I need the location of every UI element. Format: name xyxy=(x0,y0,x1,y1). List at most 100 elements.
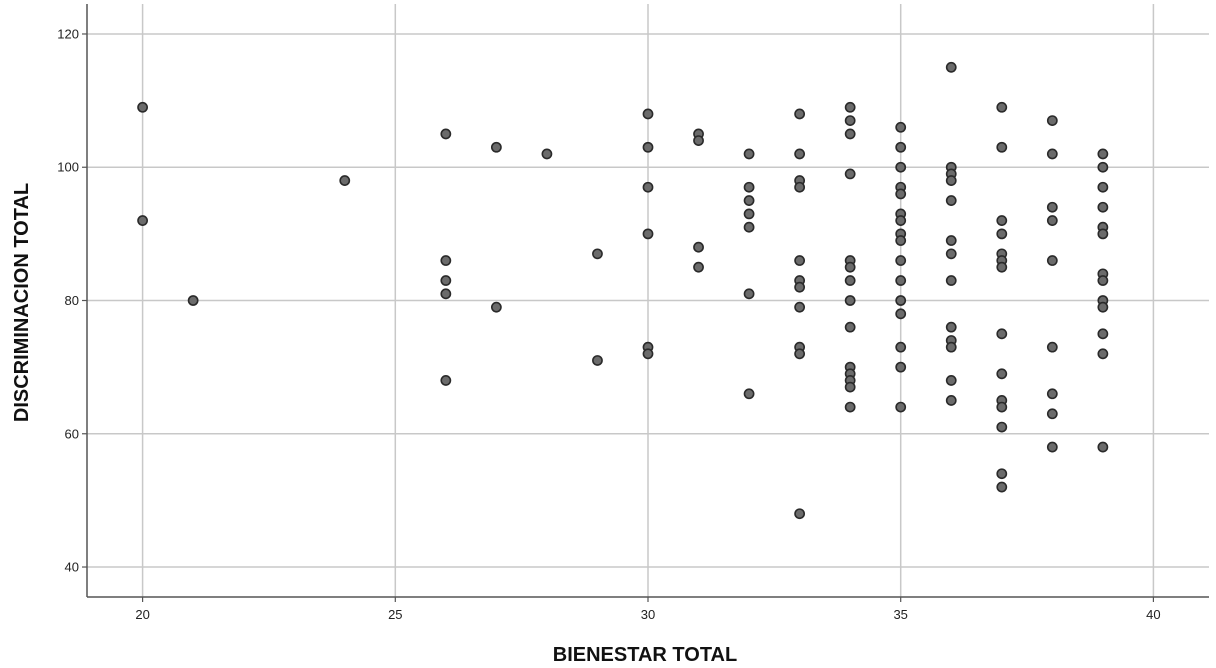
data-point xyxy=(490,301,502,313)
data-point xyxy=(440,275,452,286)
data-point xyxy=(844,115,856,127)
data-point xyxy=(844,101,856,113)
data-point xyxy=(1046,255,1058,266)
data-point xyxy=(794,508,806,520)
tick-labels: 40 60 80 100 120 20 25 30 35 40 xyxy=(57,26,1160,622)
data-point xyxy=(642,181,654,193)
data-point xyxy=(996,215,1008,226)
data-point xyxy=(996,468,1008,480)
data-point xyxy=(592,355,603,366)
data-point xyxy=(490,141,502,153)
data-points xyxy=(137,61,1109,520)
data-point xyxy=(844,295,856,306)
data-point xyxy=(794,301,806,313)
y-tick-label: 100 xyxy=(57,160,79,175)
data-point xyxy=(895,308,907,320)
data-point xyxy=(1046,201,1058,213)
data-point xyxy=(945,321,957,333)
data-point xyxy=(1046,115,1058,127)
data-point xyxy=(996,141,1008,153)
data-point xyxy=(996,228,1008,240)
data-point xyxy=(895,161,907,173)
data-point xyxy=(844,168,856,180)
y-axis-title: DISCRIMINACION TOTAL xyxy=(11,183,33,422)
data-point xyxy=(945,375,957,386)
data-point xyxy=(996,368,1008,380)
data-point xyxy=(895,121,907,133)
data-point xyxy=(794,348,806,360)
data-point xyxy=(895,141,907,153)
data-point xyxy=(945,175,957,186)
y-tick-label: 40 xyxy=(65,560,79,575)
data-point xyxy=(137,101,148,113)
data-point xyxy=(945,195,957,206)
data-point xyxy=(895,361,907,373)
data-point xyxy=(1046,148,1058,160)
data-point xyxy=(693,241,704,253)
data-point xyxy=(693,135,704,146)
data-point xyxy=(844,321,856,333)
data-point xyxy=(642,141,654,153)
data-point xyxy=(1046,341,1058,353)
data-point xyxy=(743,195,755,206)
data-point xyxy=(945,61,957,73)
data-point xyxy=(996,328,1008,340)
data-point xyxy=(895,401,907,413)
data-point xyxy=(339,175,351,186)
data-point xyxy=(743,181,755,193)
data-point xyxy=(945,275,957,286)
data-point xyxy=(1046,215,1058,226)
data-point xyxy=(844,128,856,140)
data-point xyxy=(844,401,856,413)
data-point xyxy=(1046,441,1058,453)
data-point xyxy=(895,235,907,246)
data-point xyxy=(693,261,704,273)
x-axis-title: BIENESTAR TOTAL xyxy=(553,644,737,666)
data-point xyxy=(844,275,856,286)
data-point xyxy=(1097,348,1109,360)
y-tick-label: 60 xyxy=(65,426,79,441)
data-point xyxy=(945,341,957,353)
x-tick-label: 20 xyxy=(135,607,149,622)
data-point xyxy=(996,101,1008,113)
x-tick-label: 30 xyxy=(641,607,655,622)
data-point xyxy=(187,295,199,306)
data-point xyxy=(541,148,553,160)
data-point xyxy=(743,221,755,233)
data-point xyxy=(1097,201,1109,213)
x-tick-label: 40 xyxy=(1146,607,1160,622)
data-point xyxy=(895,275,907,286)
data-point xyxy=(743,388,755,400)
data-point xyxy=(1097,441,1109,453)
data-point xyxy=(1097,275,1109,286)
data-point xyxy=(895,295,907,306)
data-point xyxy=(1046,408,1058,420)
data-point xyxy=(895,255,907,266)
data-point xyxy=(794,181,806,193)
data-point xyxy=(996,421,1008,433)
grid xyxy=(87,4,1209,597)
data-point xyxy=(844,381,856,393)
data-point xyxy=(1046,388,1058,400)
x-tick-label: 25 xyxy=(388,607,402,622)
x-tick-label: 35 xyxy=(893,607,907,622)
y-tick-label: 120 xyxy=(57,26,79,41)
data-point xyxy=(1097,228,1109,240)
data-point xyxy=(895,341,907,353)
data-point xyxy=(440,128,452,140)
data-point xyxy=(996,401,1008,413)
data-point xyxy=(1097,328,1109,340)
data-point xyxy=(743,208,755,220)
data-point xyxy=(642,108,654,120)
data-point xyxy=(996,261,1008,273)
data-point xyxy=(1097,181,1109,193)
data-point xyxy=(794,281,806,293)
data-point xyxy=(996,481,1008,493)
data-point xyxy=(945,395,957,406)
data-point xyxy=(743,148,755,160)
data-point xyxy=(794,255,806,266)
axes xyxy=(82,4,1209,602)
data-point xyxy=(1097,301,1109,313)
